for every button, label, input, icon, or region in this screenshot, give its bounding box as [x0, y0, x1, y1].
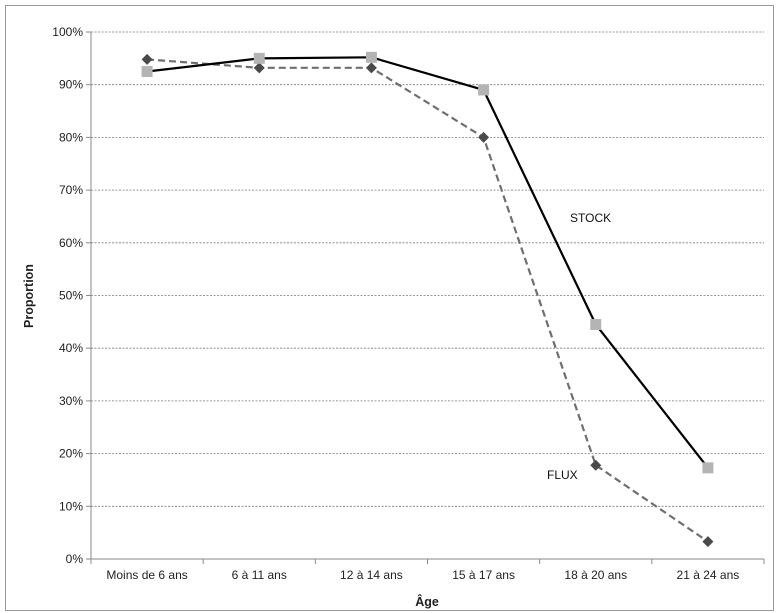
y-tick-label: 90%: [59, 78, 83, 92]
y-tick-label: 20%: [59, 447, 83, 461]
x-tick-label: 18 à 20 ans: [564, 568, 627, 582]
axes: [90, 32, 764, 560]
series-line-flux: [147, 58, 709, 543]
marker-flux: [702, 536, 714, 548]
y-tick-label: 80%: [59, 130, 83, 144]
y-tick-label: 70%: [59, 183, 83, 197]
y-tick-label: 50%: [59, 289, 83, 303]
chart-frame: [5, 5, 774, 611]
series-label-flux: FLUX: [547, 468, 578, 482]
x-tick-label: 15 à 17 ans: [452, 568, 515, 582]
x-tick-label: 6 à 11 ans: [232, 568, 287, 582]
y-tick-label: 100%: [52, 25, 83, 39]
marker-flux: [478, 131, 490, 143]
marker-flux: [590, 459, 602, 471]
marker-stock: [253, 52, 265, 64]
x-axis-title: Âge: [415, 594, 439, 609]
marker-stock: [141, 66, 153, 78]
markers: [141, 51, 714, 548]
x-tick-label: Moins de 6 ans: [106, 568, 187, 582]
marker-stock: [590, 318, 602, 330]
x-tick-labels: Moins de 6 ans 6 à 11 ans 12 à 14 ans 15 à …: [106, 568, 739, 582]
marker-flux: [141, 53, 153, 65]
marker-stock: [365, 51, 377, 63]
x-tick-label: 12 à 14 ans: [340, 568, 403, 582]
marker-flux: [365, 62, 377, 74]
series-label-stock: STOCK: [570, 211, 611, 225]
y-tick-label: 0%: [66, 552, 84, 566]
y-tick-label: 60%: [59, 236, 83, 250]
series: [146, 56, 709, 543]
gridlines: [86, 31, 765, 564]
y-axis-title: Proportion: [22, 264, 36, 328]
y-tick-labels: 0% 10% 20% 30% 40% 50% 60% 70% 80% 90% 100%: [52, 25, 83, 566]
y-tick-label: 40%: [59, 341, 83, 355]
series-line-stock: [146, 56, 709, 469]
marker-stock: [478, 84, 490, 96]
x-tick-label: 21 à 24 ans: [677, 568, 740, 582]
y-tick-label: 10%: [59, 499, 83, 513]
y-tick-label: 30%: [59, 394, 83, 408]
marker-stock: [702, 462, 714, 474]
marker-flux: [253, 62, 265, 74]
